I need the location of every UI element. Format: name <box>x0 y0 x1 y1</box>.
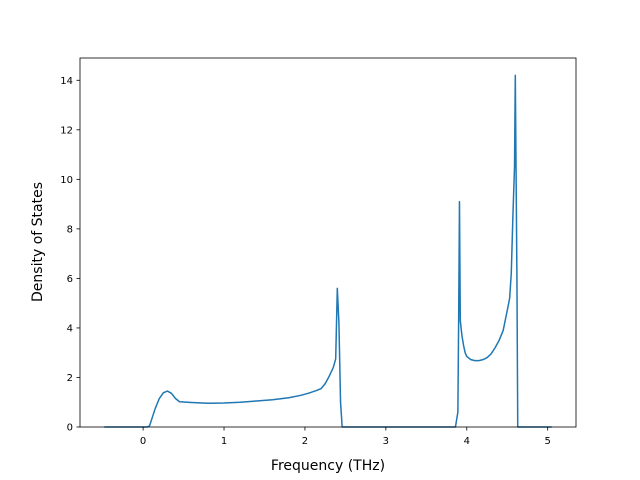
y-tick-label: 10 <box>60 175 73 186</box>
y-axis-ticks: 0 2 4 6 8 10 12 14 <box>60 76 80 434</box>
y-tick-label: 12 <box>60 125 73 136</box>
y-tick-label: 0 <box>67 423 73 434</box>
y-tick-label: 14 <box>60 76 73 87</box>
y-tick-label: 2 <box>67 373 73 384</box>
x-tick-label: 2 <box>302 436 308 447</box>
x-tick-label: 4 <box>464 436 470 447</box>
y-tick-label: 4 <box>67 323 73 334</box>
x-tick-label: 5 <box>544 436 550 447</box>
x-tick-label: 1 <box>221 436 227 447</box>
y-tick-label: 6 <box>67 274 73 285</box>
y-axis-label: Density of States <box>30 182 46 302</box>
y-tick-label: 8 <box>67 224 73 235</box>
x-tick-label: 3 <box>383 436 389 447</box>
x-tick-label: 0 <box>140 436 146 447</box>
axes-frame <box>79 57 577 428</box>
x-axis-label: Frequency (THz) <box>271 458 385 474</box>
x-axis-ticks: 0 1 2 3 4 5 <box>140 427 551 447</box>
